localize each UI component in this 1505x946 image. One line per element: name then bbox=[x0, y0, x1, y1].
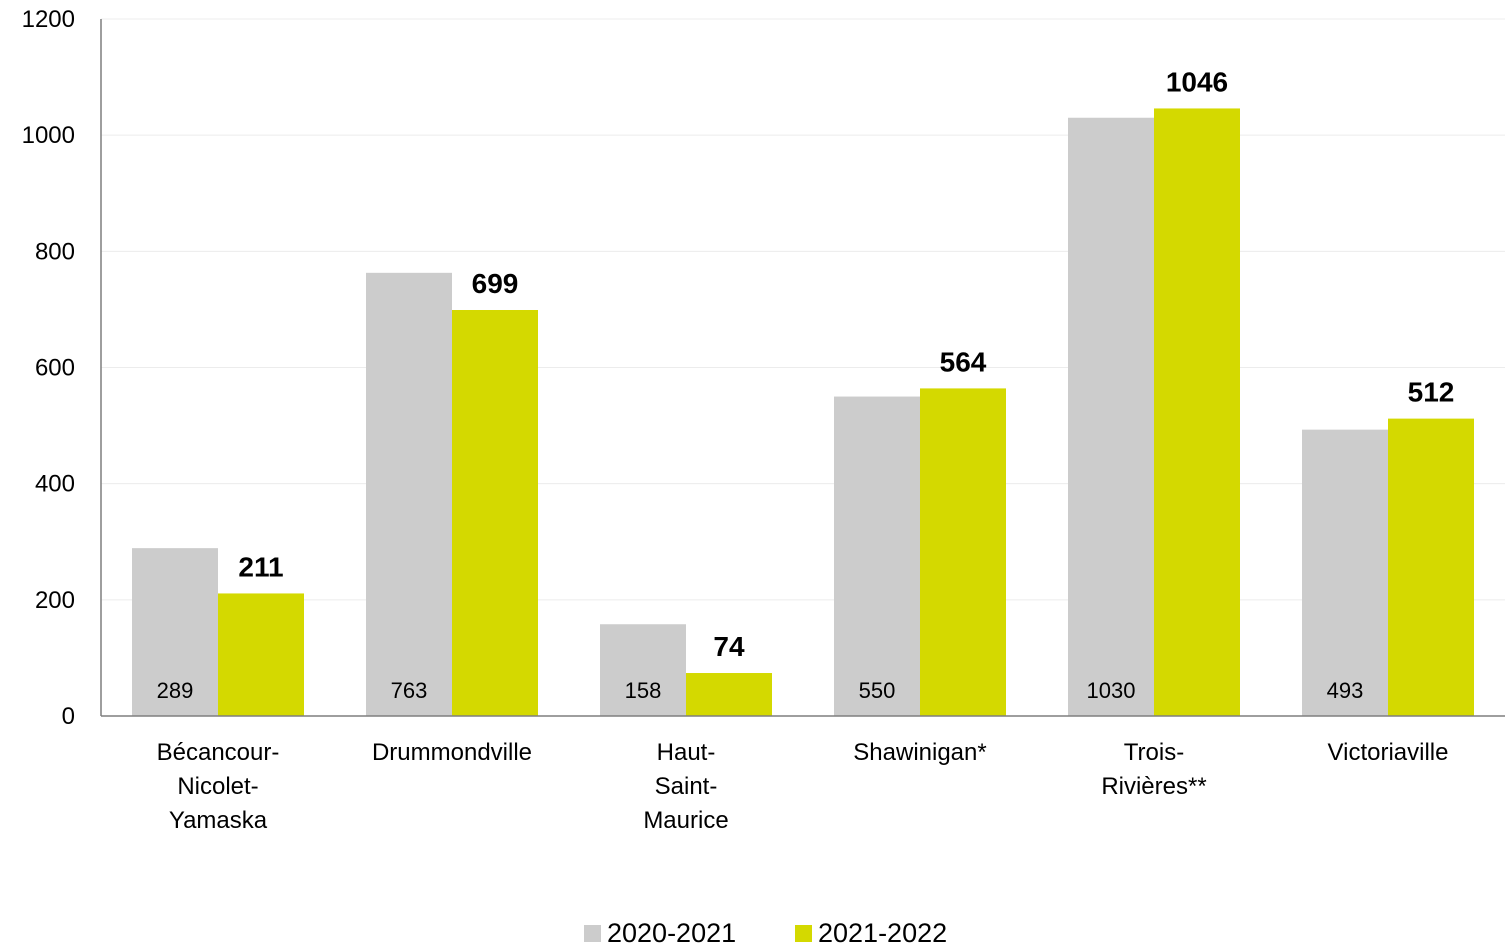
x-category-label-line: Shawinigan* bbox=[853, 739, 986, 766]
data-label-2021-2022-3: 564 bbox=[940, 346, 987, 377]
data-labels: 289 211 763 699 158 74 550 564 1030 1046 493 512 bbox=[157, 66, 1455, 703]
y-tick-label: 0 bbox=[62, 703, 75, 730]
y-tick-label: 200 bbox=[35, 587, 75, 614]
legend-swatch-2021-2022 bbox=[795, 925, 812, 942]
bar-2020-2021-5 bbox=[1302, 429, 1388, 716]
x-category-label-line: Drummondville bbox=[372, 739, 532, 766]
x-category-label-line: Bécancour- bbox=[157, 739, 280, 766]
y-tick-label: 600 bbox=[35, 355, 75, 382]
bar-2020-2021-4 bbox=[1068, 117, 1154, 716]
x-category-label-line: Trois- bbox=[1124, 739, 1184, 766]
bar-2020-2021-0 bbox=[132, 548, 218, 716]
data-label-2020-2021-5: 493 bbox=[1327, 678, 1364, 703]
x-category-label-line: Maurice bbox=[643, 807, 728, 834]
x-category-label: Trois- Rivières** bbox=[1101, 739, 1206, 800]
bar-2021-2022-1 bbox=[452, 309, 538, 716]
data-label-2021-2022-4: 1046 bbox=[1166, 66, 1228, 97]
y-tick-label: 1000 bbox=[22, 122, 75, 149]
data-label-2020-2021-1: 763 bbox=[391, 678, 428, 703]
axes: 0 200 400 600 800 1000 1200 Bécancour- Nicolet- Y… bbox=[22, 6, 1505, 834]
data-label-2020-2021-0: 289 bbox=[157, 678, 194, 703]
x-category-label: Victoriaville bbox=[1328, 739, 1449, 766]
data-label-2021-2022-1: 699 bbox=[472, 268, 519, 299]
bar-2021-2022-4 bbox=[1154, 108, 1240, 716]
x-category-label: Drummondville bbox=[372, 739, 532, 766]
x-category-label-line: Victoriaville bbox=[1328, 739, 1449, 766]
x-category-label-line: Nicolet- bbox=[177, 773, 258, 800]
bar-2021-2022-5 bbox=[1388, 418, 1474, 716]
data-label-2020-2021-4: 1030 bbox=[1087, 678, 1136, 703]
data-label-2021-2022-0: 211 bbox=[238, 551, 283, 582]
x-category-label-line: Saint- bbox=[655, 773, 718, 800]
bars bbox=[132, 108, 1474, 716]
legend-label-2021-2022: 2021-2022 bbox=[818, 918, 947, 946]
x-category-label-line: Yamaska bbox=[169, 807, 268, 834]
y-tick-label: 1200 bbox=[22, 6, 75, 33]
x-category-label-line: Haut- bbox=[657, 739, 716, 766]
data-label-2021-2022-2: 74 bbox=[713, 631, 745, 662]
x-category-label: Haut- Saint- Maurice bbox=[643, 739, 728, 834]
legend-label-2020-2021: 2020-2021 bbox=[607, 918, 736, 946]
legend: 2020-2021 2021-2022 bbox=[584, 918, 947, 946]
y-tick-label: 400 bbox=[35, 471, 75, 498]
data-label-2021-2022-5: 512 bbox=[1408, 377, 1455, 408]
x-category-label: Shawinigan* bbox=[853, 739, 986, 766]
gridlines bbox=[101, 18, 1505, 601]
x-category-label: Bécancour- Nicolet- Yamaska bbox=[157, 739, 280, 834]
bar-2021-2022-3 bbox=[920, 388, 1006, 716]
y-tick-label: 800 bbox=[35, 238, 75, 265]
bar-2021-2022-0 bbox=[218, 593, 304, 716]
bar-2020-2021-2 bbox=[600, 624, 686, 716]
bar-2021-2022-2 bbox=[686, 673, 772, 716]
data-label-2020-2021-3: 550 bbox=[859, 678, 896, 703]
bar-2020-2021-3 bbox=[834, 396, 920, 716]
bar-2020-2021-1 bbox=[366, 272, 452, 716]
x-category-label-line: Rivières** bbox=[1101, 773, 1206, 800]
legend-swatch-2020-2021 bbox=[584, 925, 601, 942]
data-label-2020-2021-2: 158 bbox=[625, 678, 662, 703]
